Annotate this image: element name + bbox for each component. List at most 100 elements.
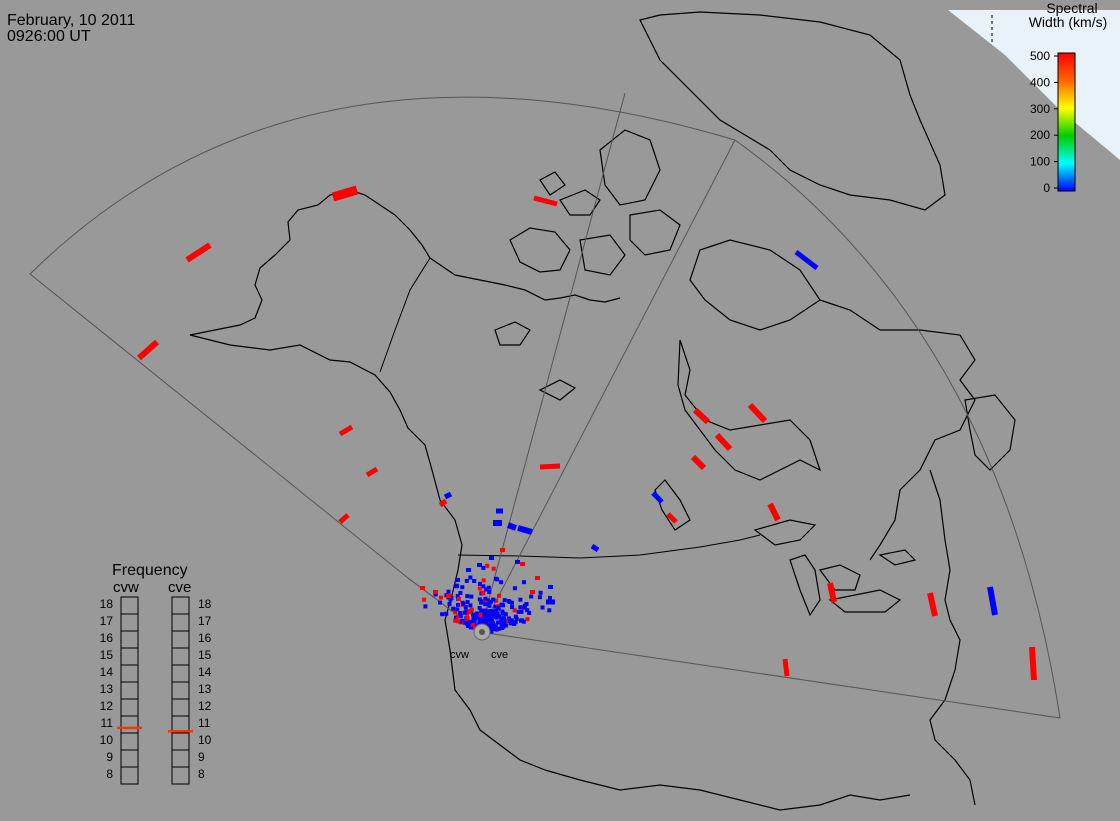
scatter-cell bbox=[475, 611, 480, 616]
scatter-cell bbox=[487, 616, 492, 620]
scatter-cell bbox=[1029, 646, 1037, 681]
scatter-cell bbox=[487, 611, 492, 616]
scatter-cell bbox=[185, 242, 212, 263]
scatter-cell bbox=[481, 578, 486, 583]
scatter-cell bbox=[423, 604, 428, 609]
scatter-cell bbox=[468, 603, 473, 608]
colorbar-tick-label: 300 bbox=[1030, 102, 1050, 116]
scatter-cell bbox=[496, 605, 501, 610]
scatter-cell bbox=[501, 603, 506, 608]
scatter-cell bbox=[470, 622, 475, 627]
frequency-scale-label: 10 bbox=[198, 733, 212, 747]
coastlines bbox=[189, 11, 1016, 811]
scatter-cell bbox=[468, 575, 473, 580]
scatter-cell bbox=[433, 592, 438, 597]
colorbar-title-line2: Width (km/s) bbox=[1029, 14, 1108, 30]
scatter-cell bbox=[477, 606, 482, 610]
scatter-cell bbox=[518, 597, 523, 602]
scatter-cell bbox=[515, 560, 520, 564]
frequency-scale-label: 14 bbox=[100, 665, 114, 679]
scatter-cell bbox=[458, 614, 463, 618]
scatter-cell bbox=[530, 590, 535, 594]
scatter-cell bbox=[488, 609, 493, 613]
scatter-cell bbox=[533, 195, 558, 207]
colorbar-tick-label: 100 bbox=[1030, 155, 1050, 169]
scatter-cell bbox=[690, 454, 707, 471]
scatter-cell bbox=[782, 658, 790, 677]
scatter-cell bbox=[433, 590, 438, 594]
scatter-cell bbox=[827, 582, 837, 603]
scatter-cell bbox=[794, 250, 819, 270]
scatter-cell bbox=[525, 617, 530, 622]
scatter-cell bbox=[479, 600, 484, 605]
scatter-cell bbox=[479, 608, 484, 613]
scatter-cell bbox=[500, 611, 505, 615]
scatter-cell bbox=[464, 578, 469, 583]
scatter-cell bbox=[987, 586, 998, 616]
scatter-cell bbox=[506, 599, 511, 603]
scatter-cell bbox=[714, 432, 733, 452]
scatter-cell bbox=[365, 466, 379, 478]
frequency-panel: Frequency cvw cve 18 18 17 17 16 16 15 15 14 14 13… bbox=[100, 562, 212, 785]
scatter-cell bbox=[477, 597, 482, 602]
scatter-cell bbox=[465, 594, 470, 599]
scatter-cell bbox=[463, 605, 468, 609]
scatter-cell bbox=[461, 601, 466, 606]
frequency-scale-label: 11 bbox=[198, 716, 211, 730]
scatter-cell bbox=[519, 609, 524, 614]
colorbar-title-line1: Spectral bbox=[1046, 0, 1097, 16]
scatter-cell bbox=[590, 543, 600, 553]
scatter-cell bbox=[460, 585, 465, 590]
scatter-cell bbox=[458, 590, 463, 595]
scatter-cell bbox=[482, 611, 487, 616]
frequency-scale-label: 13 bbox=[100, 682, 114, 696]
frequency-scale-label: 17 bbox=[198, 614, 212, 628]
scatter-cell bbox=[455, 578, 460, 582]
frequency-column bbox=[120, 596, 139, 785]
scatter-cell bbox=[440, 612, 445, 617]
scatter-cell bbox=[483, 602, 488, 607]
spectral-width-colorbar: Spectral Width (km/s) 500 400 300 200 100 0 bbox=[1029, 0, 1108, 195]
scatter-cell bbox=[137, 339, 159, 361]
scatter-cell bbox=[509, 618, 514, 623]
scatter-cell bbox=[548, 585, 553, 589]
scatter-cell bbox=[456, 602, 460, 607]
frequency-title: Frequency bbox=[112, 562, 188, 579]
scatter-cell bbox=[438, 595, 443, 600]
colorbar-tick-label: 0 bbox=[1043, 181, 1050, 195]
scatter-cell bbox=[469, 607, 474, 612]
scatter-cell bbox=[451, 606, 456, 611]
frequency-scale-label: 9 bbox=[106, 750, 113, 764]
frequency-cve-label: cve bbox=[168, 579, 191, 596]
scatter-cell bbox=[508, 621, 513, 626]
scatter-cell bbox=[458, 611, 463, 615]
scatter-cell bbox=[489, 599, 493, 604]
scatter-cell bbox=[489, 556, 494, 560]
frequency-scale-label: 8 bbox=[198, 767, 205, 781]
scatter-cell bbox=[447, 602, 452, 606]
scatter-cell bbox=[458, 619, 463, 624]
scatter-cell bbox=[486, 585, 491, 590]
frequency-scale-label: 18 bbox=[100, 597, 114, 611]
scatter-cell bbox=[443, 491, 453, 500]
scatter-cell bbox=[485, 563, 490, 568]
scatter-cell bbox=[503, 612, 508, 617]
scatter-cell bbox=[438, 600, 443, 605]
scatter-cell bbox=[494, 627, 499, 632]
scatter-cell bbox=[487, 618, 492, 623]
scatter-cell bbox=[495, 577, 500, 582]
scatter-cell bbox=[666, 512, 678, 524]
scatter-cell bbox=[454, 583, 459, 588]
scatter-cell bbox=[512, 586, 517, 591]
scatter-cell bbox=[538, 590, 543, 595]
scatter-cell bbox=[513, 614, 518, 619]
scatter-cell bbox=[467, 619, 472, 624]
frequency-scale-label: 8 bbox=[106, 767, 113, 781]
scatter-cell bbox=[456, 614, 461, 619]
scatter-cell bbox=[338, 424, 354, 437]
scatter-cell bbox=[486, 623, 491, 628]
scatter-cell bbox=[507, 616, 511, 621]
scatter-cell bbox=[497, 626, 502, 631]
scatter-cell bbox=[481, 584, 486, 589]
scatter-cell bbox=[481, 614, 486, 619]
